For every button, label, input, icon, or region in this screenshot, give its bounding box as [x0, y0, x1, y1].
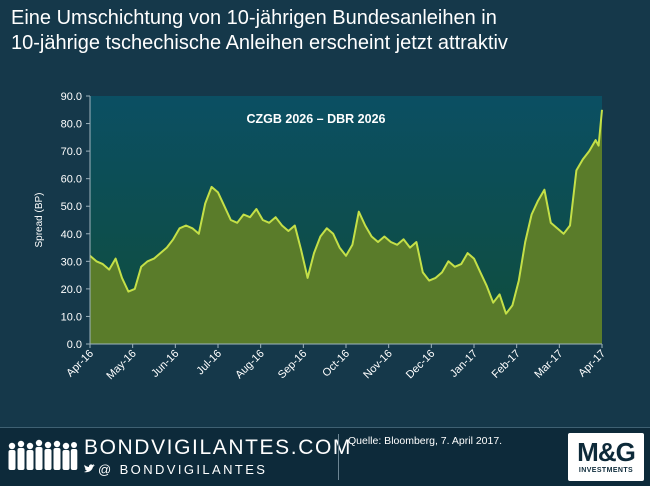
title-line-2: 10-jährige tschechische Anleihen erschei… [11, 32, 508, 54]
y-tick-label: 60.0 [61, 174, 82, 186]
x-tick-label: Apr-17 [576, 348, 608, 380]
y-tick-label: 10.0 [61, 311, 82, 323]
source-note: Quelle: Bloomberg, 7. April 2017. [348, 435, 503, 447]
y-tick-label: 20.0 [61, 284, 82, 296]
x-tick-label: Jun-16 [149, 348, 181, 380]
y-tick-label: 50.0 [61, 201, 82, 213]
x-tick-label: Feb-17 [490, 348, 523, 381]
x-tick-label: Nov-16 [361, 348, 395, 382]
footer: BONDVIGILANTES.COM @ BONDVIGILANTES Quel… [0, 427, 650, 486]
people-silhouette-icon [8, 439, 78, 470]
x-tick-label: Sep-16 [276, 348, 310, 382]
logo-main-text: M&G [577, 437, 636, 467]
y-tick-label: 40.0 [61, 229, 82, 241]
x-tick-label: Apr-16 [64, 348, 96, 380]
y-tick-label: 0.0 [67, 339, 82, 351]
x-tick-label: Mar-17 [532, 348, 565, 381]
y-tick-label: 30.0 [61, 256, 82, 268]
chart-title: CZGB 2026 – DBR 2026 [247, 112, 386, 126]
twitter-handle[interactable]: @ BONDVIGILANTES [84, 462, 267, 477]
x-tick-label: Oct-16 [320, 348, 352, 380]
y-tick-label: 90.0 [61, 91, 82, 103]
x-tick-label: May-16 [104, 348, 138, 382]
y-axis-label: Spread (BP) [34, 192, 45, 247]
x-tick-label: Jan-17 [448, 348, 480, 380]
footer-divider [338, 434, 339, 480]
page-title: Eine Umschichtung von 10-jährigen Bundes… [11, 6, 641, 56]
twitter-handle-text: @ BONDVIGILANTES [98, 462, 268, 477]
x-tick-label: Jul-16 [194, 348, 224, 378]
brand-name[interactable]: BONDVIGILANTES.COM [84, 436, 353, 459]
x-tick-label: Aug-16 [233, 348, 267, 382]
x-tick-label: Dec-16 [404, 348, 438, 382]
y-tick-label: 80.0 [61, 119, 82, 131]
y-tick-label: 70.0 [61, 146, 82, 158]
spread-chart: CZGB 2026 – DBR 2026 Spread (BP) 0.0 10.0… [34, 91, 608, 382]
spread-area [90, 109, 602, 344]
twitter-icon [84, 464, 95, 473]
title-line-1: Eine Umschichtung von 10-jährigen Bundes… [11, 7, 497, 29]
logo-sub-text: INVESTMENTS [578, 467, 634, 474]
mg-logo: M&G INVESTMENTS [568, 433, 644, 481]
spread-line [89, 109, 603, 315]
